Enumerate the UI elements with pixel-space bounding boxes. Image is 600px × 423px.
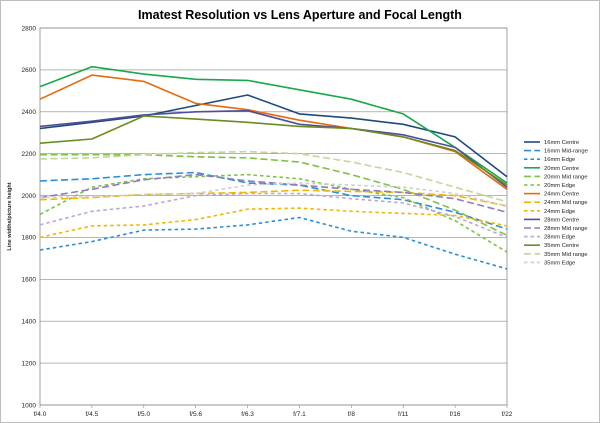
x-tick-label: f/7.1 (293, 411, 306, 418)
y-tick-label: 2000 (22, 193, 37, 200)
legend-entry-16mm-centre: 16mm Centre (544, 140, 579, 146)
y-tick-label: 1200 (22, 360, 37, 367)
x-tick-label: f/22 (502, 411, 513, 418)
plot-area (39, 27, 508, 406)
series-line-20mm-edge (39, 173, 508, 253)
y-tick-label: 1600 (22, 277, 37, 284)
legend-entry-28mm-edge: 28mm Edge (544, 235, 575, 241)
x-axis-ticks: f/4.0 f/4.5 f/5.0 f/5.6 f/6.3 f/7.1 f/8 f/11 f/1… (34, 405, 513, 418)
series-line-35mm-centre (39, 115, 508, 186)
x-tick-label: f/11 (398, 411, 409, 418)
legend-entry-24mm-edge: 24mm Edge (544, 209, 575, 215)
series-line-20mm-mid-range (40, 153, 508, 237)
x-tick-label: f/4.0 (34, 411, 47, 418)
series-lines (39, 65, 508, 270)
x-tick-label: f/5.6 (189, 411, 202, 418)
legend-entry-28mm-centre: 28mm Centre (544, 217, 579, 223)
legend-entry-35mm-edge: 35mm Edge (544, 260, 575, 266)
series-line-35mm-edge (39, 182, 508, 207)
series-line-28mm-centre (39, 109, 508, 188)
legend-entry-24mm-mid-range: 24mm Mid range (544, 200, 588, 206)
legend-entry-20mm-centre: 20mm Centre (544, 166, 579, 172)
legend-entry-16mm-mid-range: 16mm Mid-range (544, 149, 588, 155)
series-line-28mm-edge (39, 192, 508, 239)
legend-entry-24mm-centre: 24mm Centre (544, 192, 579, 198)
y-tick-label: 2800 (22, 25, 37, 32)
legend: 16mm Centre 16mm Mid-range 16mm Edge 20mm C… (524, 140, 588, 266)
legend-entry-28mm-mid-range: 28mm Mid range (544, 226, 588, 232)
y-tick-label: 1000 (22, 402, 37, 409)
chart-title: Imatest Resolution vs Lens Aperture and … (138, 8, 462, 22)
series-line-16mm-edge (39, 216, 508, 270)
y-tick-label: 2200 (22, 151, 37, 158)
y-tick-label: 1400 (22, 319, 37, 326)
y-axis-label: Line widths/picture height (7, 182, 13, 250)
y-tick-label: 1800 (22, 235, 37, 242)
y-tick-label: 2400 (22, 109, 37, 116)
legend-entry-20mm-edge: 20mm Edge (544, 183, 575, 189)
series-line-28mm-mid-range (39, 173, 508, 214)
legend-entry-16mm-edge: 16mm Edge (544, 157, 575, 163)
x-tick-label: f/6.3 (241, 411, 254, 418)
y-axis-ticks: 1000 1200 1400 1600 1800 2000 2200 2400 2600 2800 (22, 25, 37, 409)
y-tick-label: 2600 (22, 67, 37, 74)
legend-entry-20mm-mid-range: 20mm Mid range (544, 174, 588, 180)
series-line-24mm-edge (39, 207, 508, 239)
legend-entry-35mm-centre: 35mm Centre (544, 243, 579, 249)
x-tick-label: f/4.5 (86, 411, 99, 418)
x-tick-label: f/5.0 (137, 411, 150, 418)
series-line-20mm-centre (39, 65, 508, 184)
legend-entry-35mm-mid-range: 35mm Mid range (544, 252, 588, 258)
x-tick-label: f/8 (348, 411, 356, 418)
series-line-35mm-mid-range (39, 150, 508, 203)
series-line-24mm-mid-range (39, 189, 508, 207)
x-tick-label: f/16 (450, 411, 461, 418)
